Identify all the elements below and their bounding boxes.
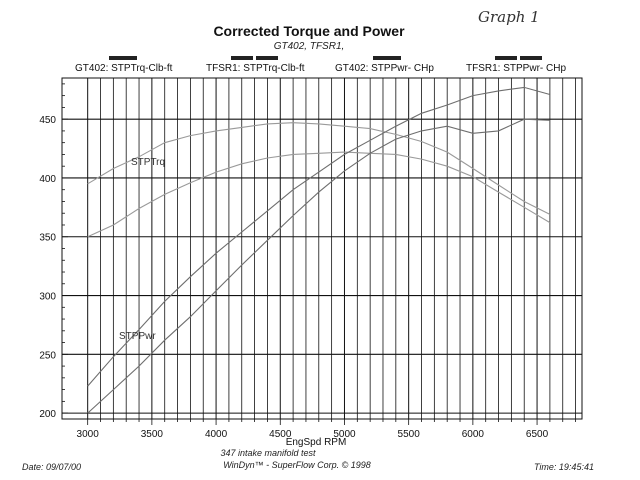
- y-tick-label: 200: [39, 409, 56, 420]
- y-tick-label: 450: [39, 115, 56, 126]
- legend-swatch-tfsr1-power-b: [520, 56, 542, 60]
- chart-title: Corrected Torque and Power: [213, 23, 405, 39]
- series-line-gt402-stptrq-clb-ft: [87, 122, 551, 215]
- x-tick-label: 5500: [398, 429, 421, 440]
- y-tick-label: 250: [39, 350, 56, 361]
- footer-software: WinDyn™ - SuperFlow Corp. © 1998: [223, 460, 371, 470]
- chart-series: [87, 86, 551, 414]
- series-line-tfsr1-stptrq-clb-ft: [87, 151, 551, 238]
- legend-swatch-gt402-torque: [109, 56, 137, 60]
- x-tick-label: 3500: [141, 429, 164, 440]
- footer-time: Time: 19:45:41: [534, 462, 594, 472]
- legend-label-tfsr1-power: TFSR1: STPPwr- CHp: [466, 63, 566, 74]
- x-tick-label: 6500: [526, 429, 549, 440]
- legend-swatch-gt402-power: [373, 56, 401, 60]
- x-tick-label: 3000: [77, 429, 100, 440]
- x-tick-label: 5000: [333, 429, 356, 440]
- legend-label-gt402-torque: GT402: STPTrq-Clb-ft: [75, 63, 173, 74]
- footer-date: Date: 09/07/00: [22, 462, 81, 472]
- series-line-tfsr1-stppwr-chp: [87, 118, 550, 414]
- legend-label-tfsr1-torque: TFSR1: STPTrq-Clb-ft: [206, 63, 305, 74]
- plot-frame: [61, 77, 583, 420]
- x-tick-label: 4500: [269, 429, 292, 440]
- legend-swatch-tfsr1-power-a: [495, 56, 517, 60]
- legend: GT402: STPTrq-Clb-ft TFSR1: STPTrq-Clb-f…: [75, 56, 566, 74]
- y-tick-label: 350: [39, 233, 56, 244]
- power-curve-label: STPPwr: [119, 331, 156, 342]
- legend-label-gt402-power: GT402: STPPwr- CHp: [335, 63, 434, 74]
- x-tick-label: 6000: [462, 429, 485, 440]
- series-line-gt402-stppwr-chp: [87, 86, 551, 387]
- legend-swatch-tfsr1-torque-b: [256, 56, 278, 60]
- chart-ticks: 3000 3500 4000 4500 5000 5500 6000 6500 200 250 30…: [39, 115, 548, 440]
- legend-swatch-tfsr1-torque-a: [231, 56, 253, 60]
- y-tick-label: 400: [39, 174, 56, 185]
- footer-test-name: 347 intake manifold test: [220, 448, 316, 458]
- x-tick-label: 4000: [205, 429, 228, 440]
- chart-grid: [61, 77, 583, 425]
- x-axis-label: EngSpd RPM: [286, 437, 347, 448]
- handwritten-note: Graph 1: [478, 8, 540, 26]
- y-tick-label: 300: [39, 292, 56, 303]
- torque-curve-label: STPTrq: [131, 157, 165, 168]
- chart-subtitle: GT402, TFSR1,: [274, 41, 345, 52]
